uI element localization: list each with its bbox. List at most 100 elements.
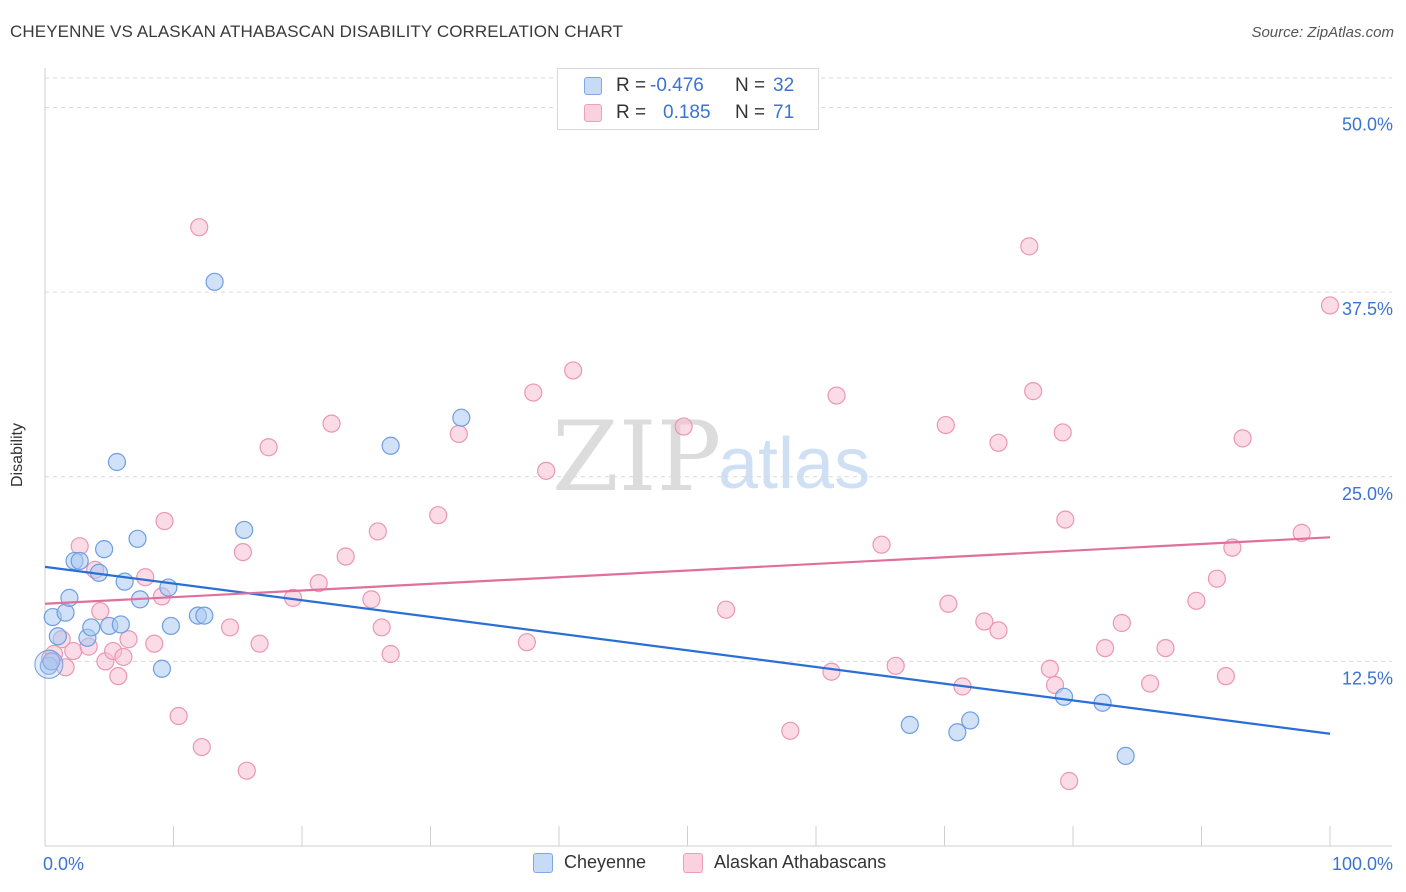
data-point-alaskan: [1187, 591, 1206, 610]
x-tick-label: 0.0%: [43, 854, 84, 874]
data-point-alaskan: [429, 506, 448, 525]
legend-label-cheyenne: Cheyenne: [564, 852, 647, 872]
data-point-cheyenne: [48, 627, 67, 646]
data-point-alaskan: [517, 633, 536, 652]
data-point-cheyenne: [111, 615, 130, 634]
legend-swatch-alaskan: [683, 853, 703, 873]
data-point-alaskan: [368, 522, 387, 541]
stats-n-value: 32: [773, 75, 795, 96]
chart-title: CHEYENNE VS ALASKAN ATHABASCAN DISABILIT…: [10, 22, 624, 41]
data-point-alaskan: [1156, 638, 1175, 658]
data-point-alaskan: [259, 438, 278, 457]
data-point-alaskan: [1112, 613, 1131, 633]
data-point-alaskan: [169, 706, 188, 726]
stats-box: R = -0.476 N = 32 R = 0.185 N = 71: [557, 68, 819, 130]
data-point-cheyenne: [235, 520, 254, 540]
data-point-cheyenne: [1116, 746, 1135, 766]
data-point-alaskan: [220, 618, 240, 637]
data-point-alaskan: [119, 630, 138, 649]
data-point-alaskan: [190, 218, 209, 237]
data-point-alaskan: [192, 737, 211, 757]
data-point-alaskan: [109, 667, 128, 686]
data-point-alaskan: [1024, 382, 1043, 401]
stats-row-cheyenne: R = -0.476 N = 32: [558, 74, 818, 100]
data-point-alaskan: [1320, 296, 1340, 315]
data-point-alaskan: [872, 535, 891, 554]
data-point-alaskan: [372, 618, 391, 637]
data-point-alaskan: [155, 511, 174, 531]
stats-n-value: 71: [773, 102, 795, 123]
data-point-cheyenne: [900, 715, 919, 734]
data-point-cheyenne: [205, 272, 224, 291]
data-point-alaskan: [136, 568, 155, 587]
data-point-alaskan: [827, 386, 846, 405]
data-point-cheyenne: [195, 606, 214, 625]
stats-r-label: R =: [616, 75, 647, 96]
data-point-alaskan: [114, 647, 133, 667]
data-point-cheyenne: [948, 723, 967, 742]
data-point-cheyenne: [70, 551, 89, 571]
data-point-alaskan: [564, 361, 583, 380]
stats-swatch-cheyenne: [584, 77, 602, 95]
stats-row-alaskan: R = 0.185 N = 71: [558, 101, 818, 127]
data-point-alaskan: [91, 602, 110, 621]
data-point-cheyenne: [42, 652, 61, 671]
data-point-alaskan: [781, 721, 800, 740]
data-point-alaskan: [1056, 510, 1075, 529]
data-point-alaskan: [537, 461, 556, 480]
y-tick-label: 25.0%: [1342, 484, 1393, 504]
data-point-alaskan: [233, 542, 252, 562]
trend-line-cheyenne: [44, 565, 1331, 735]
stats-swatch-alaskan: [584, 104, 602, 122]
data-point-alaskan: [674, 417, 693, 436]
stats-r-value: -0.476: [650, 75, 704, 96]
stats-n-label: N =: [735, 75, 766, 96]
data-point-alaskan: [886, 656, 905, 675]
chart-source: Source: ZipAtlas.com: [1251, 24, 1394, 41]
x-tick-label: 100.0%: [1332, 854, 1393, 874]
data-point-alaskan: [145, 634, 164, 653]
data-point-alaskan: [989, 433, 1008, 452]
data-point-cheyenne: [961, 711, 980, 730]
data-point-alaskan: [336, 547, 355, 566]
data-point-cheyenne: [452, 408, 471, 427]
data-point-cheyenne: [95, 540, 114, 559]
watermark-atlas: atlas: [718, 424, 870, 504]
data-point-alaskan: [822, 662, 841, 681]
data-point-alaskan: [1060, 771, 1079, 791]
data-point-cheyenne: [107, 452, 127, 472]
y-tick-label: 37.5%: [1342, 299, 1393, 319]
data-point-alaskan: [1216, 667, 1236, 686]
data-point-alaskan: [381, 644, 400, 664]
data-point-alaskan: [1292, 523, 1311, 542]
data-point-alaskan: [64, 641, 83, 661]
data-point-alaskan: [1020, 237, 1039, 256]
trend-line-alaskan: [44, 536, 1331, 605]
data-point-cheyenne: [161, 616, 181, 636]
data-point-alaskan: [1096, 638, 1115, 658]
data-point-alaskan: [939, 594, 958, 613]
stats-r-value: 0.185: [663, 102, 711, 123]
stats-r-label: R =: [616, 102, 647, 123]
data-point-cheyenne: [152, 659, 172, 678]
data-point-alaskan: [524, 383, 543, 402]
data-point-alaskan: [1040, 659, 1059, 678]
data-point-alaskan: [936, 415, 955, 435]
legend-swatch-cheyenne: [533, 853, 553, 873]
data-point-alaskan: [449, 424, 468, 444]
data-point-alaskan: [975, 612, 994, 631]
data-point-alaskan: [362, 590, 381, 609]
legend-label-alaskan: Alaskan Athabascans: [714, 852, 887, 872]
data-point-cheyenne: [381, 436, 400, 455]
data-point-alaskan: [1207, 569, 1227, 588]
data-point-cheyenne: [1054, 687, 1074, 706]
data-point-alaskan: [1140, 674, 1160, 693]
y-tick-label: 12.5%: [1342, 668, 1393, 688]
data-point-alaskan: [237, 761, 256, 780]
y-tick-label: 50.0%: [1342, 115, 1393, 135]
data-point-alaskan: [322, 414, 341, 433]
data-point-alaskan: [989, 621, 1008, 640]
data-point-alaskan: [250, 634, 269, 653]
data-point-alaskan: [1053, 423, 1072, 442]
